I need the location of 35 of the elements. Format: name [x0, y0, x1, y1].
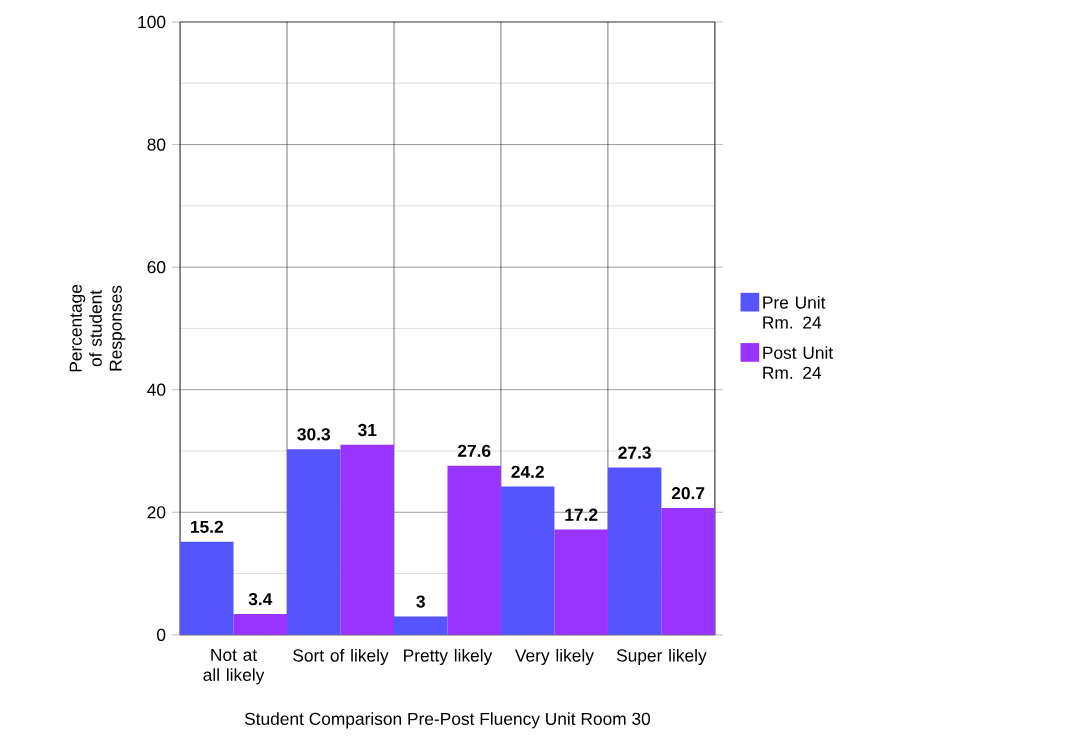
bar: [287, 449, 341, 635]
y-tick-label: 60: [147, 260, 166, 274]
bar: [607, 467, 662, 635]
y-tick-label: 80: [147, 138, 166, 151]
x-tick-label: Not at all likely: [203, 648, 265, 685]
bar: [500, 486, 555, 635]
data-label: 27.6: [457, 444, 491, 457]
data-label: 17.2: [565, 508, 598, 521]
y-tick-label: 100: [138, 15, 166, 29]
data-label: 31: [358, 423, 377, 437]
data-label: 24.2: [511, 465, 544, 478]
bar: [340, 444, 394, 635]
y-tick-label: 40: [147, 383, 166, 396]
data-label: 3.4: [248, 592, 273, 606]
bar: [661, 507, 715, 635]
bar: [554, 529, 608, 635]
x-axis-title: Student Comparison Pre-Post Fluency Unit Room 30: [244, 712, 651, 729]
data-label: 27.3: [618, 446, 651, 459]
x-tick-label: Very likely: [515, 648, 594, 665]
y-tick-label: 0: [157, 628, 166, 641]
x-tick-label: Sort of likely: [293, 648, 389, 665]
bar: [393, 616, 448, 635]
data-label: 30.3: [297, 428, 331, 441]
bar: [180, 541, 234, 635]
data-label: 15.2: [191, 520, 223, 533]
y-axis-title: Percentage of student Responses: [69, 284, 126, 372]
bar: [447, 465, 501, 635]
y-tick-label: 20: [147, 506, 166, 519]
x-tick-label: Pretty likely: [404, 648, 493, 665]
data-label: 20.7: [671, 486, 705, 500]
bar: [233, 613, 288, 635]
data-label: 3: [416, 595, 425, 608]
x-tick-label: Super likely: [616, 648, 707, 665]
legend-label: Post Unit Rm. 24: [763, 346, 834, 379]
legend-label: Pre Unit Rm. 24: [763, 295, 826, 329]
